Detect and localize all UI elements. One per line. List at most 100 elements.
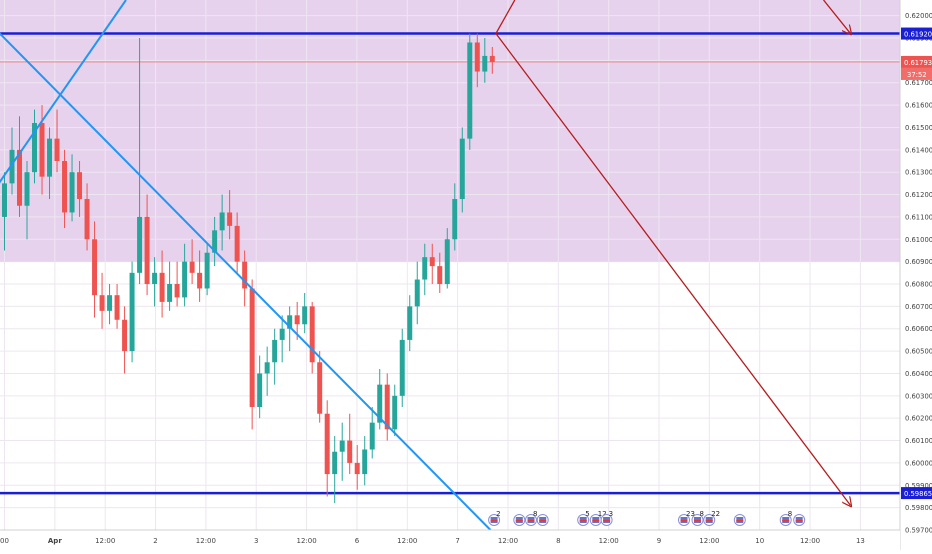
candle-body (399, 339, 405, 396)
candle-body (69, 172, 75, 213)
falling-trendline[interactable] (0, 25, 492, 531)
time-tick-label: 7 (455, 537, 459, 545)
candle (324, 400, 330, 497)
candle-body (309, 306, 315, 363)
price-tick-label: 0.59700 (905, 527, 932, 535)
time-tick-label: Apr (48, 537, 62, 545)
candle (144, 194, 150, 296)
economic-event-flag-icon[interactable]: 5 (577, 510, 590, 526)
price-tick-label: 0.60000 (905, 459, 932, 467)
candle (279, 315, 285, 363)
price-tick-label: 0.61700 (905, 79, 932, 87)
candle-body (62, 161, 68, 213)
candle (459, 127, 465, 213)
price-tick-label: 0.59900 (905, 482, 932, 490)
price-tick-label: 0.60500 (905, 348, 932, 356)
time-tick-label: 8 (556, 537, 560, 545)
candle-body (84, 199, 90, 240)
candle-body (407, 306, 413, 340)
time-tick-label: 12:00 (95, 537, 115, 545)
candle (407, 295, 413, 352)
candle-body (489, 55, 495, 62)
candle-body (114, 295, 120, 320)
candle-body (429, 257, 435, 267)
candle-body (137, 216, 143, 273)
candle-body (242, 261, 248, 289)
projection-arrow-down[interactable] (495, 33, 851, 506)
candle (242, 250, 248, 307)
economic-event-flag-icon[interactable] (513, 514, 526, 526)
candle (159, 250, 165, 318)
candle-body (354, 462, 360, 475)
candle-body (99, 295, 105, 311)
price-tick-label: 0.60600 (905, 325, 932, 333)
candle-body (317, 362, 323, 414)
price-tick-label: 0.59800 (905, 504, 932, 512)
candle (422, 243, 428, 296)
economic-event-flag-icon[interactable]: 22 (703, 510, 720, 526)
candle (369, 407, 375, 459)
candle (482, 38, 488, 83)
candle (392, 384, 398, 437)
candle-body (392, 395, 398, 430)
candle (92, 221, 98, 318)
candle (24, 161, 30, 240)
event-count-label: 2 (496, 510, 500, 518)
candle-body (152, 272, 158, 285)
candle-body (362, 449, 368, 475)
candle-body (422, 257, 428, 280)
candle-body (219, 212, 225, 231)
price-tick-label: 0.62000 (905, 12, 932, 20)
candle-body (264, 362, 270, 374)
projection-arrow-up[interactable] (495, 0, 516, 34)
economic-event-flag-icon[interactable]: 23 (678, 510, 695, 526)
candle (309, 301, 315, 374)
candle-body (332, 451, 338, 475)
economic-event-flag-icon[interactable]: 8 (525, 510, 538, 526)
candle (32, 109, 38, 184)
candle (129, 261, 135, 363)
time-tick-label: 12:00 (196, 537, 216, 545)
economic-event-flag-icon[interactable]: 2 (488, 510, 501, 526)
price-tick-label: 0.61000 (905, 236, 932, 244)
candle-body (414, 279, 420, 307)
price-tick-label: 0.60300 (905, 392, 932, 400)
top-right-arrow[interactable] (822, 0, 851, 34)
price-tick-label: 0.61400 (905, 146, 932, 154)
event-count-label: 12 (598, 510, 607, 518)
price-axis[interactable] (900, 0, 932, 550)
candle-body (122, 319, 128, 352)
candle (489, 46, 495, 74)
event-count-label: 8 (533, 510, 537, 518)
economic-event-flag-icon[interactable] (733, 514, 746, 526)
flag-stripe-icon (795, 520, 803, 522)
time-axis[interactable] (0, 530, 900, 550)
economic-event-flag-icon[interactable]: 8 (779, 510, 792, 526)
price-tick-label: 0.60900 (905, 258, 932, 266)
candle-body (347, 440, 353, 463)
economic-event-flag-icon[interactable]: 3 (600, 510, 613, 526)
candle-body (339, 440, 345, 452)
candle (452, 183, 458, 251)
candle (474, 33, 480, 88)
rising-trendline[interactable] (0, 0, 127, 195)
candle (347, 413, 353, 475)
time-tick-label: 12:00 (498, 537, 518, 545)
event-count-label: 5 (585, 510, 589, 518)
event-count-label: 8 (788, 510, 792, 518)
current-price-tag-label: 0.61793 (904, 59, 932, 67)
resistance-zone (0, 0, 900, 262)
candle (384, 373, 390, 441)
economic-event-flag-icon[interactable] (793, 514, 806, 526)
economic-event-flag-icon[interactable]: 8 (691, 510, 704, 526)
candle (137, 38, 143, 285)
candle (264, 346, 270, 396)
time-tick-label: 6 (355, 537, 360, 545)
candle-body (107, 295, 113, 311)
candle (257, 355, 263, 419)
time-tick-label: 9 (657, 537, 661, 545)
economic-event-flag-icon[interactable] (536, 514, 549, 526)
candle (152, 257, 158, 307)
